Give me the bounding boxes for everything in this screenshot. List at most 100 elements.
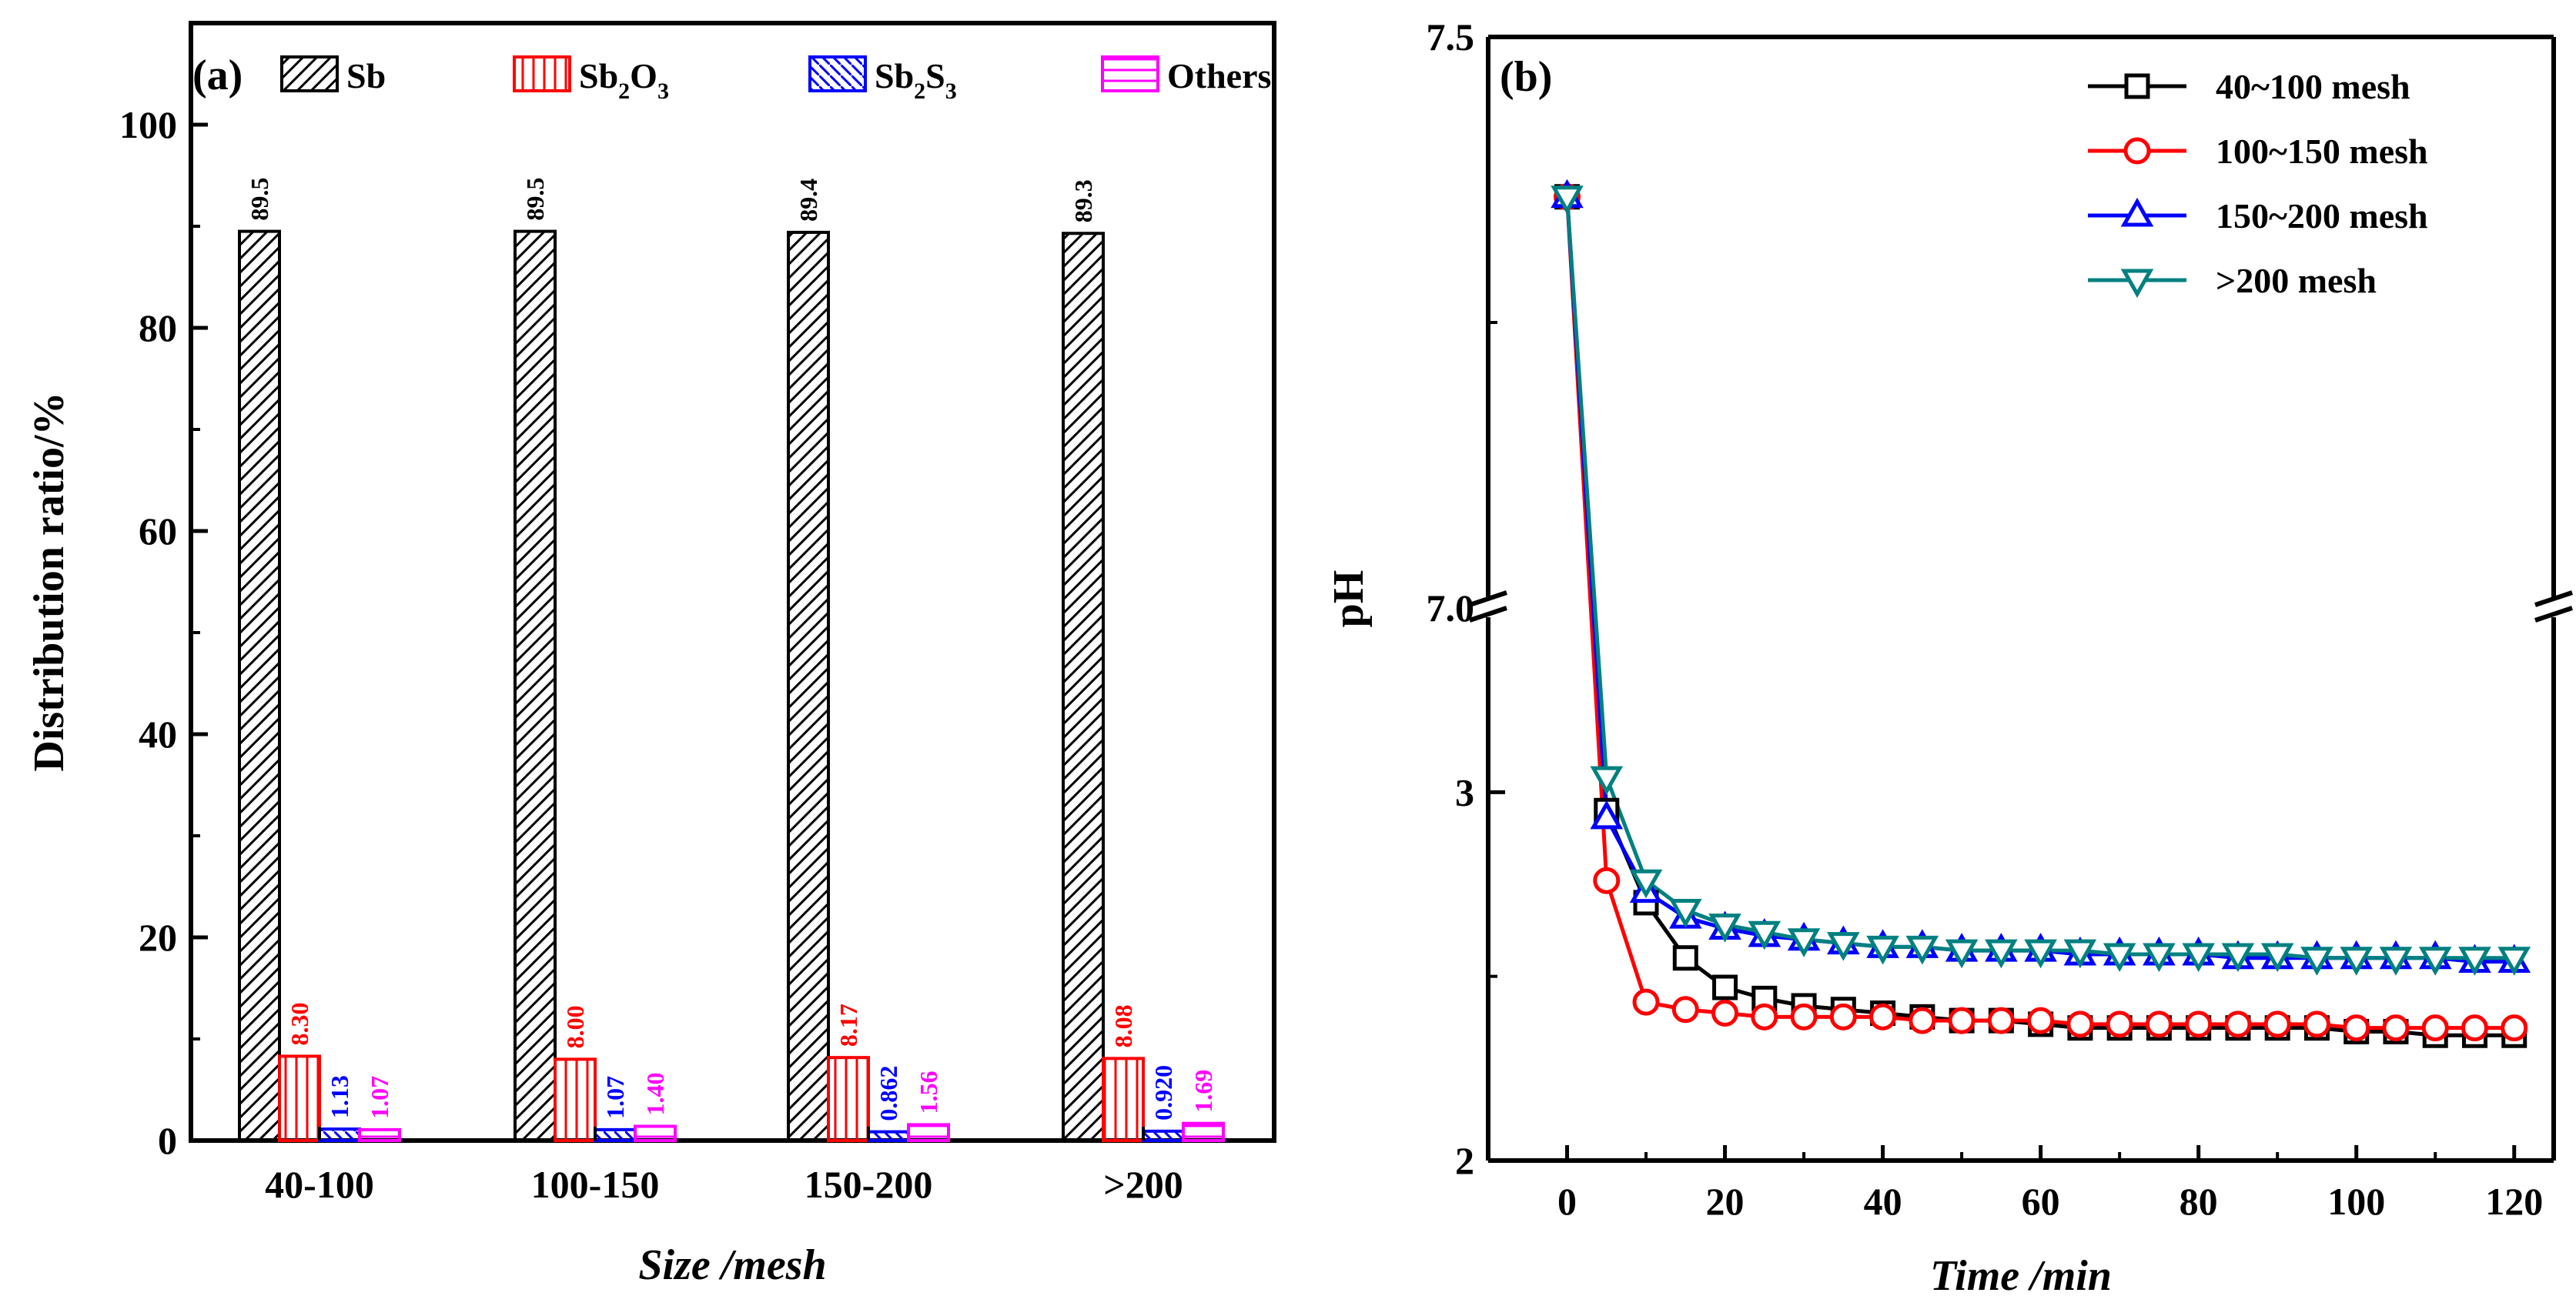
y-tick-label: 60 — [139, 509, 177, 553]
data-point — [1948, 1007, 1975, 1034]
legend-swatch — [808, 55, 867, 92]
legend-label: Sb2O3 — [579, 56, 669, 104]
data-point — [1632, 988, 1660, 1016]
data-label: 89.5 — [521, 178, 549, 221]
data-point — [2123, 137, 2151, 165]
bar — [594, 1127, 637, 1142]
legend-label: 100~150 mesh — [2216, 132, 2428, 171]
y-tick-label: 40 — [139, 713, 177, 756]
data-point — [2024, 939, 2057, 969]
x-tick-label: 80 — [2180, 1180, 2218, 1223]
plot-frame — [189, 21, 1276, 1143]
data-point — [1748, 920, 1781, 950]
data-point — [2300, 947, 2333, 976]
bar — [514, 229, 557, 1143]
data-label: 1.56 — [915, 1071, 942, 1114]
data-point — [2501, 1014, 2528, 1042]
data-point — [1827, 932, 1860, 961]
x-tick-label: 40-100 — [265, 1163, 374, 1206]
legend-swatch — [280, 55, 339, 92]
data-point — [1629, 869, 1663, 899]
y-tick-label: 0 — [158, 1119, 177, 1162]
data-label: 8.08 — [1109, 1004, 1137, 1047]
data-point — [1590, 766, 1624, 796]
y-axis-title: Distribution ratio/% — [25, 392, 73, 771]
bar — [1102, 1057, 1145, 1142]
data-point — [1593, 867, 1621, 894]
y-tick-label: 100 — [119, 103, 177, 146]
axis-break-mark — [2534, 590, 2573, 607]
legend-label: Sb — [346, 56, 386, 95]
data-point — [1869, 1003, 1897, 1030]
x-tick-label: 60 — [2022, 1180, 2060, 1223]
data-point — [1787, 928, 1821, 957]
data-point — [2224, 1010, 2252, 1038]
data-label: 89.3 — [1069, 179, 1097, 222]
data-point — [2027, 1007, 2055, 1034]
data-point — [1829, 1003, 1857, 1030]
data-label: 0.920 — [1149, 1065, 1177, 1121]
bar — [1182, 1121, 1225, 1143]
x-tick-label: 150-200 — [805, 1163, 933, 1206]
y-tick-label: 7.0 — [1427, 586, 1475, 630]
y-tick-label: 20 — [139, 916, 177, 959]
panel-label: (b) — [1500, 53, 1552, 101]
axis-break-mark — [1469, 606, 1507, 623]
x-axis-title: Size /mesh — [638, 1241, 826, 1289]
data-point — [2106, 1010, 2133, 1038]
data-point — [2145, 1010, 2173, 1038]
bar — [1062, 232, 1105, 1142]
x-axis-title: Time /min — [1930, 1252, 2112, 1300]
bar — [634, 1124, 677, 1143]
data-point — [2461, 1014, 2488, 1042]
data-point — [2185, 1010, 2213, 1038]
data-point — [2497, 947, 2531, 976]
x-tick-label: 100 — [2327, 1180, 2385, 1223]
bar — [554, 1057, 597, 1143]
data-label: 0.862 — [875, 1066, 902, 1121]
data-point — [1987, 1007, 2015, 1034]
bar — [238, 229, 281, 1143]
data-point — [1708, 914, 1741, 943]
y-tick-label: 3 — [1455, 770, 1474, 813]
x-tick-label: 100-150 — [531, 1163, 660, 1206]
axis-break-mark — [1469, 590, 1507, 607]
legend-swatch — [513, 55, 571, 92]
bar-chart-panel: 0 20 40 60 80 100 89.5 8.30 1.13 1.07 40-100 89.5 8.… — [25, 21, 1276, 1289]
bar — [1142, 1129, 1185, 1142]
y-axis-title: pH — [1325, 570, 1373, 628]
data-point — [2103, 943, 2136, 973]
data-point — [2124, 73, 2150, 99]
data-point — [2120, 269, 2154, 299]
data-label: 1.07 — [601, 1076, 629, 1119]
y-tick-label: 7.5 — [1427, 15, 1475, 58]
legend-label: Others — [1167, 56, 1271, 95]
data-point — [2143, 943, 2176, 973]
data-point — [1945, 939, 1979, 969]
data-point — [1712, 974, 1738, 1000]
data-label: 1.13 — [326, 1075, 353, 1118]
data-label: 8.30 — [286, 1002, 313, 1045]
data-point — [1985, 939, 2018, 969]
legend-label: Sb2S3 — [875, 56, 957, 104]
data-point — [2120, 197, 2154, 227]
data-point — [1590, 800, 1624, 830]
data-point — [2263, 1010, 2291, 1038]
axis-break-mark — [2534, 606, 2573, 623]
data-label: 89.4 — [795, 179, 822, 222]
series-line — [1565, 196, 2514, 960]
y-tick-label: 2 — [1455, 1139, 1474, 1182]
data-point — [2182, 943, 2215, 973]
series-line — [1565, 196, 2514, 964]
legend-swatch — [1101, 55, 1159, 92]
data-point — [1909, 1007, 1936, 1034]
bar — [787, 230, 830, 1142]
panel-label: (a) — [192, 52, 243, 99]
break-gap — [1511, 585, 1573, 623]
data-point — [1790, 1003, 1818, 1030]
bar — [318, 1127, 361, 1142]
data-point — [2458, 947, 2491, 976]
data-point — [1751, 1003, 1778, 1030]
data-point — [1866, 935, 1899, 965]
